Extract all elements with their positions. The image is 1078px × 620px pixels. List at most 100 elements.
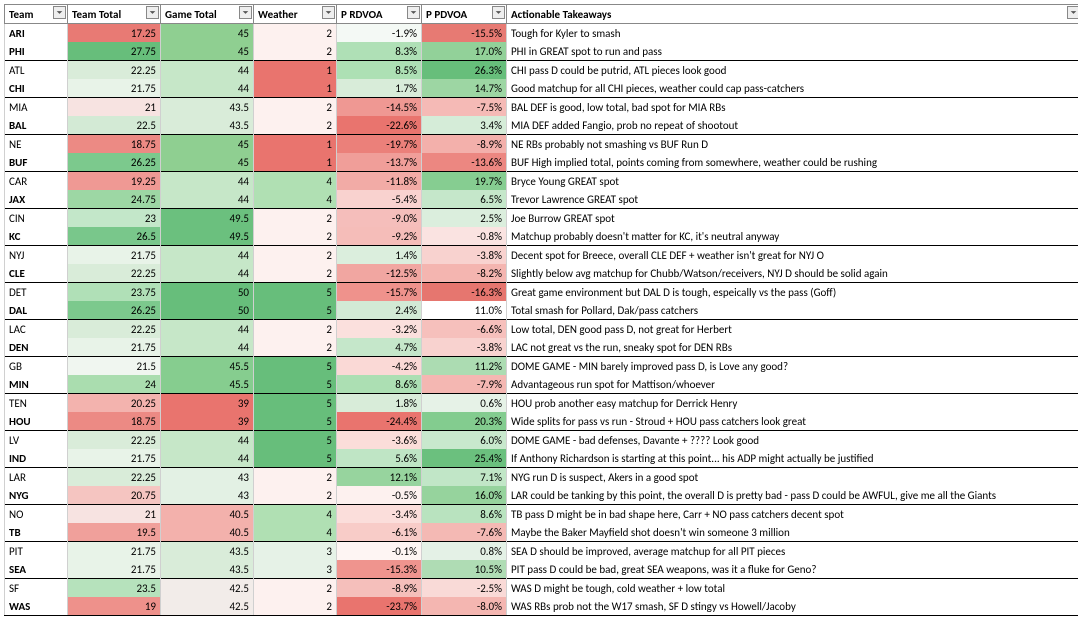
header-team[interactable]: Team <box>5 5 68 24</box>
cell-team: LV <box>5 431 68 450</box>
cell-rdvoa: -5.4% <box>337 190 422 209</box>
cell-team: WAS <box>5 597 68 616</box>
cell-pdvoa: -13.6% <box>422 153 507 172</box>
cell-pdvoa: 6.5% <box>422 190 507 209</box>
cell-game-total: 45 <box>161 42 254 61</box>
table-row: LAC22.25442-3.2%-6.6%Low total, DEN good… <box>5 320 1078 339</box>
filter-icon[interactable] <box>407 6 420 19</box>
cell-weather: 5 <box>254 394 337 413</box>
table-row: BAL22.543.52-22.6%3.4%MIA DEF added Fang… <box>5 116 1078 135</box>
cell-game-total: 43.5 <box>161 98 254 117</box>
cell-pdvoa: 20.3% <box>422 412 507 431</box>
cell-team-total: 22.25 <box>68 320 161 339</box>
cell-pdvoa: 0.6% <box>422 394 507 413</box>
cell-team-total: 24 <box>68 375 161 394</box>
cell-pdvoa: 26.3% <box>422 61 507 80</box>
cell-takeaway: Advantageous run spot for Mattison/whoev… <box>507 375 1078 394</box>
cell-rdvoa: -0.5% <box>337 486 422 505</box>
filter-icon[interactable] <box>322 6 335 19</box>
cell-pdvoa: 0.8% <box>422 542 507 561</box>
cell-team-total: 21.5 <box>68 357 161 376</box>
cell-pdvoa: -8.2% <box>422 264 507 283</box>
cell-team: PHI <box>5 42 68 61</box>
header-p-rdvoa[interactable]: P RDVOA <box>337 5 422 24</box>
cell-pdvoa: 14.7% <box>422 79 507 98</box>
cell-team-total: 21.75 <box>68 246 161 265</box>
cell-game-total: 45 <box>161 24 254 43</box>
header-weather[interactable]: Weather <box>254 5 337 24</box>
cell-weather: 3 <box>254 560 337 579</box>
cell-rdvoa: -8.9% <box>337 579 422 598</box>
filter-icon[interactable] <box>492 6 505 19</box>
cell-weather: 5 <box>254 357 337 376</box>
cell-team: CLE <box>5 264 68 283</box>
cell-weather: 5 <box>254 301 337 320</box>
filter-icon[interactable] <box>1067 6 1078 19</box>
cell-game-total: 45 <box>161 153 254 172</box>
cell-takeaway: PIT pass D could be bad, great SEA weapo… <box>507 560 1078 579</box>
cell-team-total: 26.25 <box>68 301 161 320</box>
cell-team: NE <box>5 135 68 154</box>
table-row: IND21.754455.6%25.4%If Anthony Richardso… <box>5 449 1078 468</box>
cell-team: BUF <box>5 153 68 172</box>
cell-team: TEN <box>5 394 68 413</box>
header-p-pdvoa[interactable]: P PDVOA <box>422 5 507 24</box>
cell-takeaway: If Anthony Richardson is starting at thi… <box>507 449 1078 468</box>
cell-takeaway: Matchup probably doesn't matter for KC, … <box>507 227 1078 246</box>
cell-game-total: 44 <box>161 190 254 209</box>
cell-team: CHI <box>5 79 68 98</box>
cell-rdvoa: -14.5% <box>337 98 422 117</box>
cell-team: HOU <box>5 412 68 431</box>
cell-game-total: 49.5 <box>161 227 254 246</box>
cell-takeaway: BAL DEF is good, low total, bad spot for… <box>507 98 1078 117</box>
cell-takeaway: Slightly below avg matchup for Chubb/Wat… <box>507 264 1078 283</box>
cell-team-total: 18.75 <box>68 412 161 431</box>
filter-icon[interactable] <box>53 6 66 19</box>
header-label: Weather <box>258 8 298 21</box>
filter-icon[interactable] <box>146 6 159 19</box>
table-row: CIN2349.52-9.0%2.5%Joe Burrow GREAT spot <box>5 209 1078 228</box>
table-row: DAL26.255052.4%11.0%Total smash for Poll… <box>5 301 1078 320</box>
cell-weather: 4 <box>254 505 337 524</box>
cell-team: NYG <box>5 486 68 505</box>
cell-rdvoa: -19.7% <box>337 135 422 154</box>
cell-pdvoa: 8.6% <box>422 505 507 524</box>
cell-rdvoa: -22.6% <box>337 116 422 135</box>
cell-team-total: 19.5 <box>68 523 161 542</box>
cell-pdvoa: -7.9% <box>422 375 507 394</box>
cell-rdvoa: 2.4% <box>337 301 422 320</box>
cell-weather: 2 <box>254 246 337 265</box>
cell-weather: 1 <box>254 153 337 172</box>
cell-team-total: 21.75 <box>68 449 161 468</box>
cell-rdvoa: 1.8% <box>337 394 422 413</box>
cell-team: BAL <box>5 116 68 135</box>
cell-game-total: 50 <box>161 283 254 302</box>
cell-pdvoa: 7.1% <box>422 468 507 487</box>
header-actionable-takeaways[interactable]: Actionable Takeaways <box>507 5 1078 24</box>
cell-takeaway: HOU prob another easy matchup for Derric… <box>507 394 1078 413</box>
cell-weather: 2 <box>254 24 337 43</box>
cell-game-total: 44 <box>161 431 254 450</box>
table-row: CAR19.25444-11.8%19.7%Bryce Young GREAT … <box>5 172 1078 191</box>
cell-team: IND <box>5 449 68 468</box>
cell-team: NO <box>5 505 68 524</box>
cell-team-total: 21.75 <box>68 79 161 98</box>
cell-takeaway: DOME GAME - MIN barely improved pass D, … <box>507 357 1078 376</box>
cell-game-total: 44 <box>161 172 254 191</box>
header-team-total[interactable]: Team Total <box>68 5 161 24</box>
cell-team-total: 19.25 <box>68 172 161 191</box>
cell-team: JAX <box>5 190 68 209</box>
table-row: WAS1942.52-23.7%-8.0%WAS RBs prob not th… <box>5 597 1078 616</box>
cell-takeaway: TB pass D might be in bad shape here, Ca… <box>507 505 1078 524</box>
cell-team: DET <box>5 283 68 302</box>
header-game-total[interactable]: Game Total <box>161 5 254 24</box>
filter-icon[interactable] <box>239 6 252 19</box>
cell-takeaway: PHI in GREAT spot to run and pass <box>507 42 1078 61</box>
table-row: MIN2445.558.6%-7.9%Advantageous run spot… <box>5 375 1078 394</box>
cell-game-total: 43 <box>161 486 254 505</box>
table-row: NYG20.75432-0.5%16.0%LAR could be tankin… <box>5 486 1078 505</box>
cell-game-total: 44 <box>161 449 254 468</box>
cell-weather: 1 <box>254 135 337 154</box>
header-label: Team <box>9 8 33 21</box>
cell-team: CIN <box>5 209 68 228</box>
